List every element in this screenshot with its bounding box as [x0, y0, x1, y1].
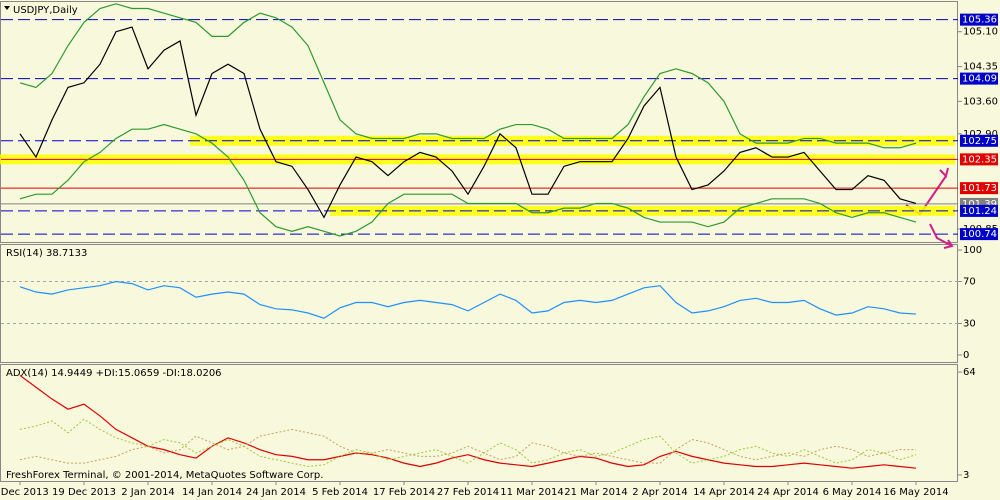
- series-line: [19, 280, 917, 319]
- y-tick-label: 102.90: [963, 129, 998, 140]
- x-tick-label: 14 Jan 2014: [182, 487, 242, 498]
- level-label-bg: [960, 13, 998, 26]
- x-tick-label: 2 Jan 2014: [121, 487, 175, 498]
- level-label-bg: [960, 228, 998, 241]
- x-tick-label: 11 Mar 2014: [500, 487, 563, 498]
- y-tick-label: 100: [963, 245, 982, 256]
- series-line: [19, 418, 917, 468]
- series-line: [19, 3, 917, 149]
- down-arrowhead: [943, 239, 954, 249]
- x-tick-label: 6 May 2014: [823, 487, 882, 498]
- x-tick-label: 17 Feb 2014: [373, 487, 435, 498]
- y-tick-label: 30: [963, 318, 976, 329]
- level-label: 101.73: [962, 183, 997, 194]
- y-tick-label: 104.35: [963, 62, 998, 73]
- panel-title: ADX(14) 14.9449 +DI:15.0659 -DI:18.0206: [6, 368, 222, 379]
- x-tick-label: 9 Dec 2013: [0, 487, 49, 498]
- highlight-zone: [330, 205, 955, 216]
- x-tick-label: 2 Apr 2014: [632, 487, 687, 498]
- menu-arrow: [4, 6, 10, 10]
- level-label-bg: [960, 204, 998, 217]
- x-tick-label: 14 Apr 2014: [693, 487, 755, 498]
- series-line: [19, 123, 917, 237]
- x-tick-label: 21 Mar 2014: [564, 487, 627, 498]
- y-tick-label: 0: [963, 350, 969, 361]
- annotation: FreshForex Terminal, © 2001-2014, MetaQu…: [6, 470, 323, 481]
- x-tick-label: 16 May 2014: [883, 487, 948, 498]
- up-arrowhead: [939, 167, 949, 178]
- adx-panel: [0, 364, 958, 482]
- y-tick-label: 70: [963, 277, 976, 288]
- level-label-bg: [960, 72, 998, 85]
- x-tick-label: 19 Dec 2013: [52, 487, 116, 498]
- level-label: 102.35: [962, 154, 997, 165]
- rsi-panel: [0, 244, 958, 363]
- y-tick-label: 3: [963, 470, 969, 481]
- level-label: 105.36: [962, 15, 997, 26]
- series-line: [19, 374, 917, 469]
- level-label: 100.74: [962, 229, 997, 240]
- main-panel: [0, 1, 958, 243]
- x-tick-label: 24 Apr 2014: [757, 487, 819, 498]
- x-tick-label: 27 Feb 2014: [437, 487, 499, 498]
- level-label: 104.09: [962, 74, 997, 85]
- y-tick-label: 103.60: [963, 96, 998, 107]
- level-label-bg: [960, 153, 998, 166]
- level-label-bg: [960, 182, 998, 195]
- level-label: 102.75: [962, 136, 997, 147]
- level-label-bg: [960, 134, 998, 147]
- level-label: 101.39: [962, 199, 997, 210]
- panel-title: RSI(14) 38.7133: [6, 248, 87, 259]
- series-line: [19, 26, 917, 219]
- level-label: 101.24: [962, 206, 997, 217]
- x-tick-label: 5 Feb 2014: [312, 487, 368, 498]
- panel-title: USDJPY,Daily: [13, 5, 78, 16]
- x-tick-label: 24 Jan 2014: [246, 487, 306, 498]
- y-tick-label: 105.10: [963, 27, 998, 38]
- down-arrow: [929, 223, 953, 247]
- series-line: [19, 428, 916, 464]
- y-tick-label: 64: [963, 367, 976, 378]
